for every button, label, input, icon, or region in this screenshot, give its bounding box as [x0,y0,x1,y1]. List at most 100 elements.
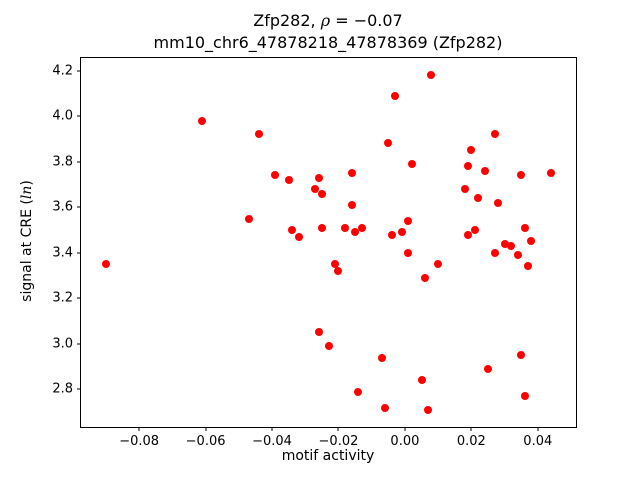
x-tick-label: 0.04 [523,434,553,449]
data-point [520,392,529,401]
data-point [473,194,482,203]
data-point [500,239,509,248]
chart-title-block: Zfp282, ρ = −0.07 mm10_chr6_47878218_478… [80,10,576,54]
data-point [490,248,499,257]
y-tick-mark [77,115,81,117]
data-point [314,173,323,182]
y-tick-mark [77,252,81,254]
y-tick-mark [77,388,81,390]
x-tick-mark [205,427,207,431]
y-axis-label-prefix: signal at CRE ( [19,199,35,302]
data-point [417,376,426,385]
data-point [404,216,413,225]
y-tick-label: 3.4 [52,245,73,261]
data-point [467,146,476,155]
data-point [244,214,253,223]
data-point [384,139,393,148]
data-point [464,162,473,171]
y-axis-label-suffix: ) [19,180,35,186]
y-tick-mark [77,161,81,163]
data-point [517,351,526,360]
y-tick-label: 4.0 [52,108,73,124]
data-point [434,260,443,269]
data-point [334,266,343,275]
y-axis-label-italic: ln [19,185,35,200]
data-point [490,130,499,139]
data-point [507,241,516,250]
x-tick-mark [271,427,273,431]
data-point [513,251,522,260]
data-point [347,169,356,178]
data-point [357,223,366,232]
y-tick-label: 3.0 [52,336,73,352]
x-tick-label: −0.02 [318,434,359,449]
data-point [407,159,416,168]
data-point [527,237,536,246]
data-point [271,171,280,180]
data-point [387,230,396,239]
data-point [547,169,556,178]
y-tick-mark [77,297,81,299]
x-tick-label: 0.02 [456,434,486,449]
chart-title-suffix: = −0.07 [330,11,403,30]
y-tick-mark [77,343,81,345]
x-tick-label: −0.06 [185,434,226,449]
data-point [483,364,492,373]
data-point [380,403,389,412]
x-tick-mark [537,427,539,431]
chart-title-prefix: Zfp282, [253,11,321,30]
chart-title: Zfp282, ρ = −0.07 [80,10,576,32]
data-point [254,130,263,139]
data-point [493,198,502,207]
data-point [397,228,406,237]
y-axis-label: signal at CRE (ln) [19,180,35,302]
y-tick-label: 3.6 [52,199,73,215]
data-point [351,228,360,237]
y-tick-label: 2.8 [52,381,73,397]
x-axis-label: motif activity [281,448,375,464]
x-tick-label: 0.00 [390,434,420,449]
data-point [480,166,489,175]
y-tick-label: 4.2 [52,63,73,79]
data-point [314,328,323,337]
data-point [331,260,340,269]
data-point [390,91,399,100]
y-tick-label: 3.8 [52,154,73,170]
data-point [324,342,333,351]
x-tick-label: −0.04 [252,434,292,449]
x-tick-mark [138,427,140,431]
data-point [317,223,326,232]
x-tick-mark [470,427,472,431]
data-point [517,171,526,180]
data-point [464,230,473,239]
plot-area: −0.08 −0.06 −0.04 −0.02 0.00 0.02 0.04 2.8 3.0 3.… [52,57,577,449]
y-tick-mark [77,70,81,72]
data-point [404,248,413,257]
data-point [294,232,303,241]
data-point [520,223,529,232]
chart-subtitle: mm10_chr6_47878218_47878369 (Zfp282) [153,33,503,52]
data-point [341,223,350,232]
y-tick-label: 3.2 [52,290,73,306]
data-point [470,225,479,234]
x-tick-mark [404,427,406,431]
data-point [198,116,207,125]
data-point [311,184,320,193]
x-tick-label: −0.08 [119,434,160,449]
data-point [101,260,110,269]
data-point [420,273,429,282]
y-tick-mark [77,206,81,208]
data-point [460,184,469,193]
data-point [347,200,356,209]
data-point [287,225,296,234]
x-tick-mark [337,427,339,431]
data-point [427,71,436,80]
data-point [284,175,293,184]
data-point [317,189,326,198]
chart-title-rho: ρ [320,11,331,30]
data-point [424,405,433,414]
data-point [354,387,363,396]
data-point [523,262,532,271]
data-point [377,353,386,362]
